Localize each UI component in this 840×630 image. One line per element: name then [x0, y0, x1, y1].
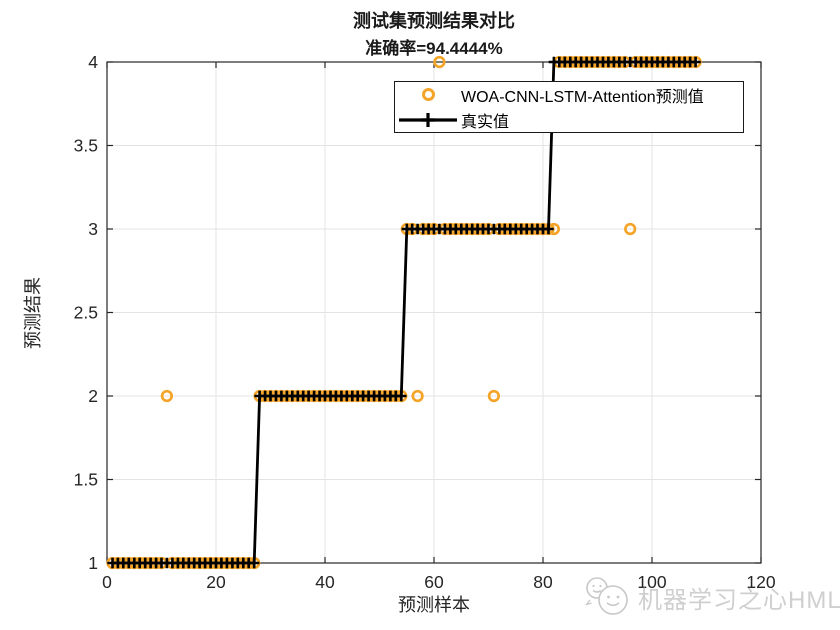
legend-label-true: 真实值: [461, 113, 510, 131]
predicted-point: [411, 389, 424, 403]
watermark: 机器学习之心HML: [580, 574, 840, 620]
y-tick-label: 2: [88, 386, 98, 406]
wechat-face-icon: [584, 577, 628, 615]
legend-label-predicted: WOA-CNN-LSTM-Attention预测值: [461, 88, 704, 106]
y-tick-label: 3: [88, 219, 98, 239]
x-axis-label: 预测样本: [398, 595, 470, 615]
x-tick-label: 80: [533, 572, 553, 592]
predicted-point: [624, 222, 637, 236]
true-markers: [107, 56, 701, 569]
chart-subtitle: 准确率=94.4444%: [365, 39, 503, 58]
x-tick-label: 40: [315, 572, 335, 592]
true-marker-icon: [395, 110, 461, 130]
y-tick-label: 1: [88, 553, 98, 573]
y-tick-label: 1.5: [74, 470, 98, 490]
y-tick-label: 2.5: [74, 303, 98, 323]
x-tick-label: 100: [637, 572, 666, 592]
x-tick-label: 0: [102, 572, 112, 592]
x-tick-label: 60: [424, 572, 444, 592]
y-axis-label: 预测结果: [23, 277, 43, 349]
x-tick-label: 120: [746, 572, 775, 592]
y-tick-label: 4: [88, 52, 98, 72]
predicted-point: [160, 389, 174, 403]
legend-item-true: 真实值: [395, 107, 743, 132]
chart-title: 测试集预测结果对比: [353, 11, 515, 31]
x-tick-label: 20: [206, 572, 226, 592]
legend-item-predicted: WOA-CNN-LSTM-Attention预测值: [395, 82, 743, 107]
legend: WOA-CNN-LSTM-Attention预测值 真实值: [394, 81, 744, 133]
predicted-point: [433, 55, 446, 69]
y-tick-label: 3.5: [74, 136, 98, 156]
predicted-point: [487, 389, 501, 403]
predicted-marker-icon: [395, 88, 461, 101]
watermark-text: 机器学习之心HML: [638, 586, 840, 614]
